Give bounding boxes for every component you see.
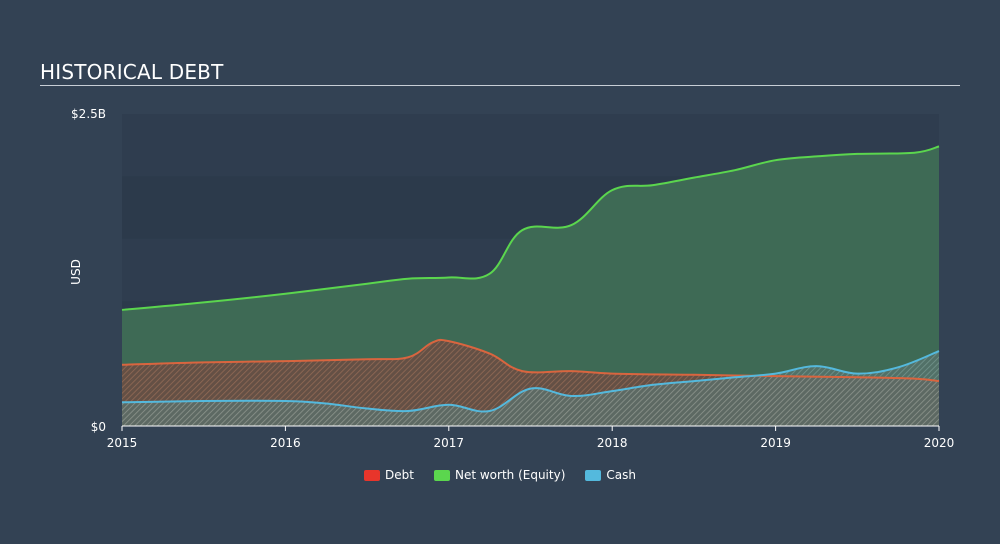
area-net-worth-equity <box>122 146 939 426</box>
legend-swatch-debt <box>364 469 381 481</box>
line-net-worth-equity <box>121 145 940 311</box>
legend-item-debt[interactable]: Debt <box>364 468 414 482</box>
legend-label-cash: Cash <box>606 468 636 482</box>
legend: Debt Net worth (Equity) Cash <box>0 468 1000 482</box>
x-tick-label: 2020 <box>924 436 955 450</box>
legend-swatch-net-worth <box>433 469 450 481</box>
x-tick-label: 2015 <box>107 436 138 450</box>
axes: USD 2015 2016 2017 2018 2019 2020 $0 $2.5B <box>69 107 954 450</box>
area-cash <box>122 351 939 426</box>
x-tick-label: 2016 <box>270 436 301 450</box>
x-tick-label: 2017 <box>434 436 465 450</box>
chart-title: HISTORICAL DEBT <box>40 60 224 84</box>
legend-item-cash[interactable]: Cash <box>585 468 636 482</box>
line-debt <box>121 338 940 383</box>
y-tick-label: $0 <box>91 420 106 434</box>
title-divider <box>40 85 960 86</box>
x-tick-label: 2019 <box>760 436 791 450</box>
y-axis-label: USD <box>69 259 83 285</box>
x-tick-label: 2018 <box>597 436 628 450</box>
legend-item-net-worth[interactable]: Net worth (Equity) <box>433 468 566 482</box>
y-tick-label: $2.5B <box>71 107 106 121</box>
series-lines <box>121 145 940 413</box>
legend-label-net-worth: Net worth (Equity) <box>454 468 566 482</box>
legend-swatch-cash <box>585 469 602 481</box>
line-cash <box>121 350 940 413</box>
legend-label-debt: Debt <box>385 468 414 482</box>
